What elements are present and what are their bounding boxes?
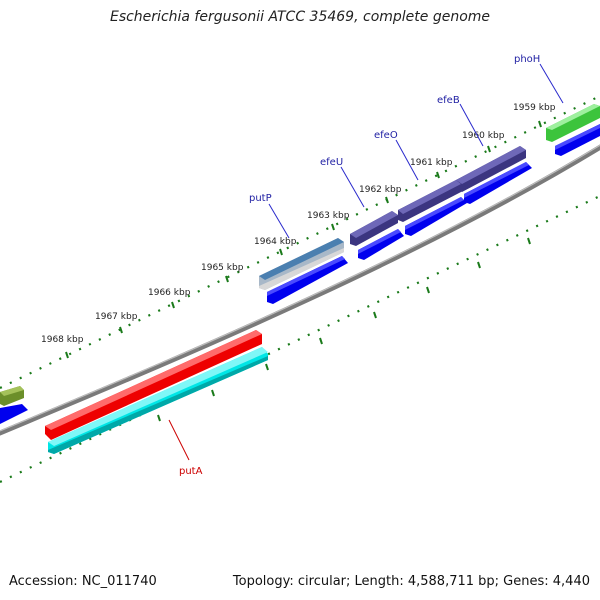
outer-major-ticks xyxy=(65,120,542,359)
accession-label: Accession: NC_011740 xyxy=(9,574,157,589)
map-title: Escherichia fergusonii ATCC 35469, compl… xyxy=(109,9,491,25)
gene-efeO-highlight xyxy=(398,180,461,214)
cds-left xyxy=(0,404,28,424)
kbp-label: 1959 kbp xyxy=(513,103,556,113)
gene-label-efeB: efeB xyxy=(437,95,460,106)
cds-putA-highlight xyxy=(48,347,268,446)
genome-backbone-highlight xyxy=(0,144,600,432)
gene-label-phoH: phoH xyxy=(514,54,540,65)
gene-label-putP: putP xyxy=(249,193,272,204)
cds-putA-shadow xyxy=(48,356,268,454)
gene-left-partial-highlight xyxy=(0,386,24,396)
cds-features xyxy=(0,124,600,424)
inner-tick-track xyxy=(0,195,600,483)
kbp-label: 1968 kbp xyxy=(41,335,84,345)
kbp-label: 1960 kbp xyxy=(462,131,505,141)
gene-putP-shadow xyxy=(259,248,344,290)
gene-putA-highlight xyxy=(45,330,262,430)
gene-phoH xyxy=(546,104,600,142)
genome-summary: Topology: circular; Length: 4,588,711 bp… xyxy=(232,574,590,589)
cds-efeO xyxy=(405,197,467,236)
kbp-label: 1966 kbp xyxy=(148,288,191,298)
gene-efeU-highlight xyxy=(350,211,398,238)
cds-efeB xyxy=(464,162,532,204)
kbp-label: 1965 kbp xyxy=(201,263,244,273)
cds-putP xyxy=(267,256,348,304)
gene-label-putA: putA xyxy=(179,466,203,477)
kbp-label: 1963 kbp xyxy=(307,211,350,221)
kbp-label: 1962 kbp xyxy=(359,185,402,195)
kbp-label: 1967 kbp xyxy=(95,312,138,322)
putA-leader-line xyxy=(168,419,190,461)
gene-label-efeU: efeU xyxy=(320,157,343,168)
genome-backbone xyxy=(0,144,600,436)
inner-major-ticks xyxy=(157,237,531,422)
gene-efeB-highlight xyxy=(456,146,526,184)
cds-highlights xyxy=(267,124,600,296)
kbp-label: 1964 kbp xyxy=(254,237,297,247)
kbp-label: 1961 kbp xyxy=(410,158,453,168)
gene-phoH-highlight xyxy=(546,104,600,130)
outer-tick-track xyxy=(0,95,600,389)
gene-leader-lines xyxy=(268,63,564,239)
cds-efeU xyxy=(358,229,404,260)
gene-putP-highlight xyxy=(259,238,344,280)
gene-label-efeO: efeO xyxy=(374,130,398,141)
